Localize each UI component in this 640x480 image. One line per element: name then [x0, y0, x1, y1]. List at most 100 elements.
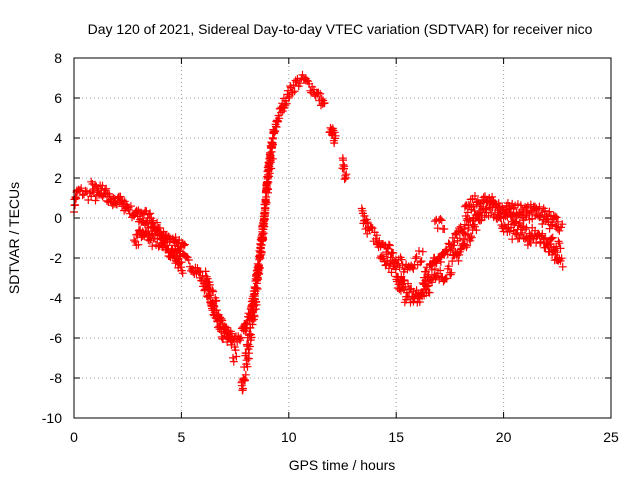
plot-frame: [73, 57, 612, 419]
data-point: [467, 233, 476, 242]
data-point: [473, 210, 482, 219]
data-point: [71, 200, 80, 209]
data-point: [444, 262, 453, 271]
data-point: [433, 224, 442, 233]
data-point: [397, 255, 406, 264]
data-point: [476, 216, 484, 225]
data-point: [314, 88, 323, 97]
data-point: [528, 207, 537, 215]
data-point: [248, 320, 257, 329]
data-point: [516, 201, 525, 210]
y-tick-label: 0: [54, 210, 62, 226]
data-point: [265, 162, 274, 171]
data-point: [221, 325, 230, 334]
data-point: [124, 203, 133, 212]
data-point: [467, 203, 476, 212]
y-tick-label: 8: [54, 50, 62, 66]
data-point: [232, 352, 241, 361]
data-point: [496, 213, 504, 222]
data-point: [374, 243, 383, 252]
data-point: [176, 263, 185, 272]
data-point: [372, 231, 381, 240]
data-point: [260, 222, 269, 231]
x-tick-label: 15: [388, 429, 404, 445]
data-point: [205, 280, 214, 289]
data-point: [442, 274, 451, 283]
data-point: [284, 93, 293, 102]
data-point: [554, 217, 562, 226]
data-point: [448, 245, 456, 253]
data-point: [480, 213, 489, 222]
data-point: [404, 279, 412, 288]
data-point: [99, 190, 108, 199]
data-point: [536, 212, 545, 220]
data-point: [229, 353, 237, 362]
data-point: [463, 241, 472, 250]
data-point: [436, 215, 445, 223]
data-point: [91, 196, 100, 205]
data-point: [384, 240, 393, 249]
axis-ticks: [73, 57, 612, 419]
data-point: [552, 213, 561, 222]
data-point: [342, 170, 351, 179]
data-point: [515, 210, 524, 219]
data-point: [375, 238, 384, 247]
data-point: [432, 259, 441, 268]
y-tick-label: -2: [50, 250, 63, 266]
data-point: [209, 287, 218, 296]
data-point: [424, 270, 433, 279]
data-point: [384, 250, 392, 259]
data-point: [77, 184, 86, 193]
data-point: [446, 246, 455, 255]
data-point: [400, 285, 408, 294]
data-point: [462, 243, 471, 252]
x-axis-label: GPS time / hours: [289, 457, 396, 473]
data-point: [481, 192, 489, 201]
data-point: [178, 239, 187, 248]
data-point: [467, 232, 475, 241]
data-point: [449, 241, 458, 250]
data-point: [155, 224, 164, 232]
data-point: [412, 286, 421, 295]
data-point: [239, 384, 247, 393]
data-point: [102, 196, 111, 205]
data-point: [148, 242, 157, 251]
data-point: [235, 334, 244, 343]
data-point: [521, 213, 530, 222]
y-tick-labels: -10 -8 -6 -4 -2 0 2 4 6 8: [42, 50, 62, 426]
data-point: [330, 139, 339, 148]
data-point: [269, 127, 278, 136]
data-point: [257, 248, 266, 257]
data-point: [371, 234, 380, 243]
data-point: [151, 223, 160, 231]
data-point: [288, 88, 297, 97]
data-point: [385, 241, 394, 250]
data-point: [210, 308, 219, 317]
data-point: [257, 241, 266, 250]
data-point: [198, 271, 207, 280]
data-point: [267, 164, 276, 173]
data-point: [541, 206, 550, 215]
data-point: [271, 127, 280, 136]
data-point: [454, 256, 463, 265]
y-axis-label: SDTVAR / TECUs: [6, 182, 22, 294]
data-point: [247, 333, 256, 342]
data-point: [437, 216, 446, 225]
data-point: [261, 208, 270, 217]
data-point: [551, 212, 560, 221]
data-point: [548, 233, 557, 242]
data-point: [184, 256, 193, 264]
data-point: [112, 200, 121, 209]
data-point: [296, 79, 304, 88]
data-point: [557, 254, 566, 263]
x-tick-label: 10: [281, 429, 297, 445]
data-point: [493, 208, 502, 217]
data-point: [281, 101, 290, 110]
x-tick-label: 5: [178, 429, 186, 445]
data-point: [146, 209, 155, 218]
data-point: [245, 342, 254, 351]
data-point: [409, 264, 418, 273]
data-point: [102, 184, 111, 193]
data-point: [418, 292, 426, 301]
